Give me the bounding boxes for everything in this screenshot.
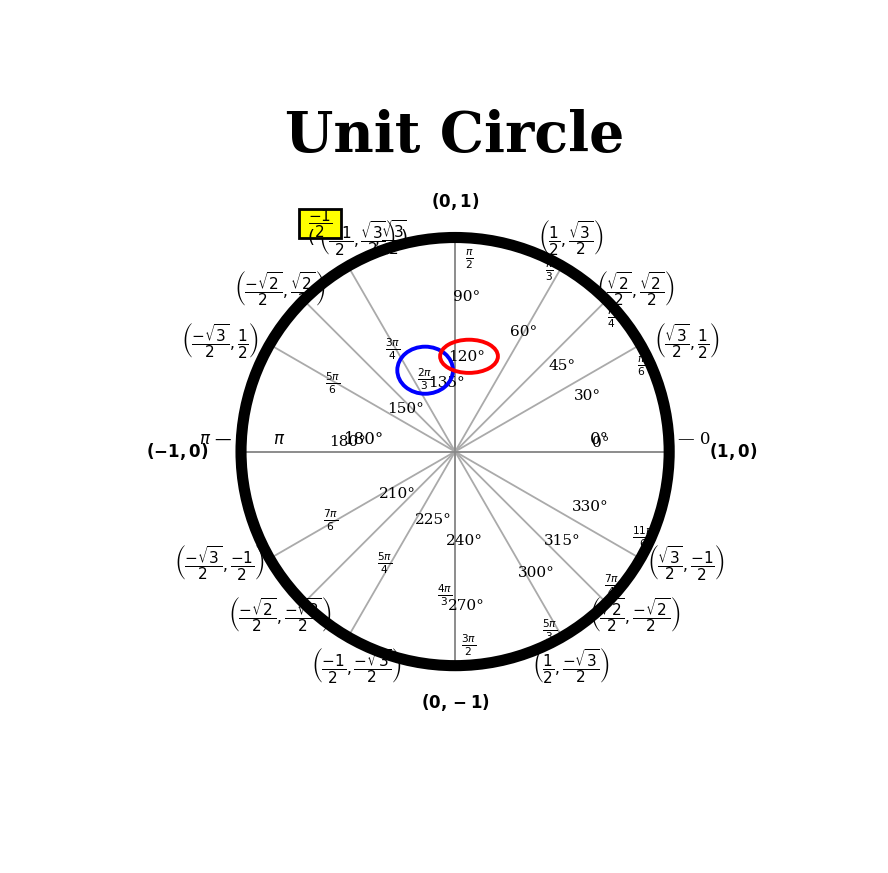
Text: $\frac{\pi}{2}$: $\frac{\pi}{2}$ (464, 247, 473, 271)
Text: $\frac{2\pi}{3}$: $\frac{2\pi}{3}$ (417, 366, 432, 392)
Text: $\frac{\pi}{6}$: $\frac{\pi}{6}$ (637, 354, 646, 378)
Text: $\mathbf{(1,0)}$: $\mathbf{(1,0)}$ (710, 441, 757, 462)
Text: $\frac{3\pi}{4}$: $\frac{3\pi}{4}$ (385, 336, 400, 361)
Text: $\mathbf{(0,1)}$: $\mathbf{(0,1)}$ (431, 190, 480, 211)
Text: $\left(\dfrac{\sqrt{2}}{2},\dfrac{\sqrt{2}}{2}\right)$: $\left(\dfrac{\sqrt{2}}{2},\dfrac{\sqrt{… (596, 270, 674, 308)
Text: $\left(\dfrac{-1}{2},\dfrac{\sqrt{3}}{2}\right)$: $\left(\dfrac{-1}{2},\dfrac{\sqrt{3}}{2}… (318, 218, 396, 257)
Text: $)$: $)$ (400, 228, 408, 247)
Text: $\left(\dfrac{-\sqrt{2}}{2},\dfrac{-\sqrt{2}}{2}\right)$: $\left(\dfrac{-\sqrt{2}}{2},\dfrac{-\sqr… (227, 595, 331, 634)
Text: $($: $($ (307, 228, 314, 247)
Text: $\frac{\pi}{3}$: $\frac{\pi}{3}$ (545, 260, 554, 284)
Text: $\frac{5\pi}{4}$: $\frac{5\pi}{4}$ (377, 550, 392, 575)
Text: $\frac{5\pi}{6}$: $\frac{5\pi}{6}$ (325, 370, 341, 395)
Text: 330°: 330° (572, 500, 608, 514)
Text: $\left(\dfrac{-\sqrt{3}}{2},\dfrac{1}{2}\right)$: $\left(\dfrac{-\sqrt{3}}{2},\dfrac{1}{2}… (180, 320, 258, 360)
Text: 120°: 120° (448, 350, 486, 364)
Text: $\frac{\pi}{4}$: $\frac{\pi}{4}$ (607, 306, 615, 329)
Text: $\frac{5\pi}{3}$: $\frac{5\pi}{3}$ (542, 617, 557, 643)
Text: 150°: 150° (387, 402, 424, 416)
FancyBboxPatch shape (299, 210, 341, 238)
Text: $\frac{7\pi}{6}$: $\frac{7\pi}{6}$ (323, 507, 338, 533)
Text: $\mathbf{(-1,0)}$: $\mathbf{(-1,0)}$ (146, 441, 208, 462)
Text: 60°: 60° (510, 325, 537, 339)
Text: 300°: 300° (518, 566, 555, 580)
Text: $\frac{7\pi}{4}$: $\frac{7\pi}{4}$ (604, 573, 619, 598)
Text: 315°: 315° (543, 534, 581, 548)
Text: $\frac{4\pi}{3}$: $\frac{4\pi}{3}$ (437, 582, 452, 608)
Text: $\pi$ —: $\pi$ — (200, 431, 233, 449)
Text: 270°: 270° (448, 599, 486, 613)
Text: $\left(\dfrac{-1}{2},\dfrac{-\sqrt{3}}{2}\right)$: $\left(\dfrac{-1}{2},\dfrac{-\sqrt{3}}{2… (311, 646, 402, 685)
Text: 180°: 180° (344, 431, 384, 449)
Text: Unit Circle: Unit Circle (285, 109, 625, 164)
Text: 225°: 225° (416, 513, 452, 527)
Text: $\left(\dfrac{1}{2},\dfrac{\sqrt{3}}{2}\right)$: $\left(\dfrac{1}{2},\dfrac{\sqrt{3}}{2}\… (538, 218, 603, 257)
Text: $\left(\dfrac{\sqrt{3}}{2},\dfrac{1}{2}\right)$: $\left(\dfrac{\sqrt{3}}{2},\dfrac{1}{2}\… (654, 320, 719, 360)
Text: 0°: 0° (590, 431, 609, 449)
Text: $,\dfrac{\sqrt{3}}{2}$: $,\dfrac{\sqrt{3}}{2}$ (374, 218, 407, 257)
Text: $\left(\dfrac{\sqrt{3}}{2},\dfrac{-1}{2}\right)$: $\left(\dfrac{\sqrt{3}}{2},\dfrac{-1}{2}… (647, 543, 725, 582)
Text: $\left(\dfrac{\sqrt{2}}{2},\dfrac{-\sqrt{2}}{2}\right)$: $\left(\dfrac{\sqrt{2}}{2},\dfrac{-\sqrt… (590, 595, 680, 634)
Text: 45°: 45° (549, 359, 575, 373)
Text: 210°: 210° (379, 487, 416, 501)
Text: $\frac{11\pi}{6}$: $\frac{11\pi}{6}$ (632, 525, 654, 550)
Text: 90°: 90° (453, 291, 480, 305)
Text: $\mathbf{(0,-1)}$: $\mathbf{(0,-1)}$ (421, 691, 489, 712)
Text: 240°: 240° (447, 534, 483, 548)
Text: $\left(\dfrac{-\sqrt{3}}{2},\dfrac{-1}{2}\right)$: $\left(\dfrac{-\sqrt{3}}{2},\dfrac{-1}{2… (174, 543, 265, 582)
Text: 135°: 135° (428, 376, 465, 390)
Text: 30°: 30° (575, 388, 601, 403)
Text: $\dfrac{-1}{2}$: $\dfrac{-1}{2}$ (308, 207, 332, 240)
Text: 180°: 180° (329, 435, 367, 449)
Text: $\left(\dfrac{-\sqrt{2}}{2},\dfrac{\sqrt{2}}{2}\right)$: $\left(\dfrac{-\sqrt{2}}{2},\dfrac{\sqrt… (234, 270, 325, 308)
Text: — 0: — 0 (678, 431, 710, 449)
Text: $\frac{3\pi}{2}$: $\frac{3\pi}{2}$ (462, 633, 477, 658)
Text: $\pi$: $\pi$ (274, 431, 286, 449)
Text: 0°: 0° (592, 436, 609, 450)
Text: $\left(\dfrac{1}{2},\dfrac{-\sqrt{3}}{2}\right)$: $\left(\dfrac{1}{2},\dfrac{-\sqrt{3}}{2}… (532, 646, 610, 685)
